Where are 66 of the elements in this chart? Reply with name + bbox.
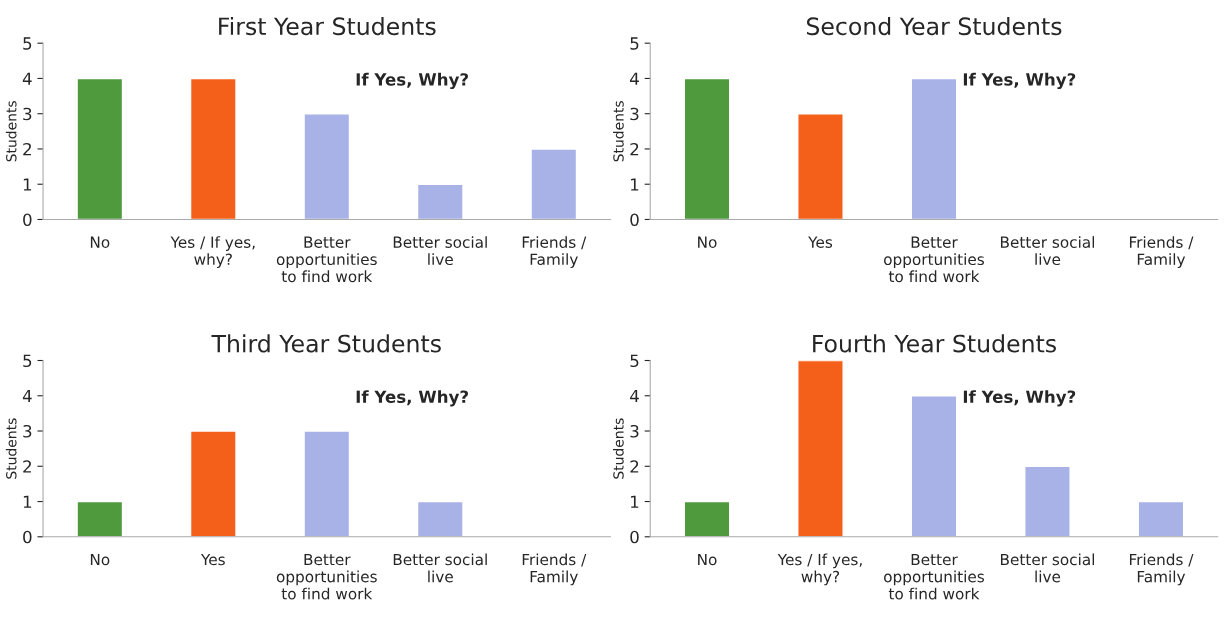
y-axis-title: Students (613, 101, 624, 162)
y-tick-label: 2 (630, 460, 639, 473)
x-tick-label: Better opportunities to find work (276, 236, 377, 283)
x-tick-label: Better social live (1000, 236, 1095, 266)
bar (303, 113, 351, 220)
y-tick-label: 3 (630, 424, 639, 438)
y-tick-label: 1 (23, 178, 32, 191)
x-tick-label: Better opportunities to find work (276, 553, 377, 600)
bar (530, 148, 578, 220)
chart-title: Third Year Students (211, 334, 441, 353)
y-tick-label: 1 (631, 178, 639, 191)
x-tick-label: No (698, 553, 717, 566)
y-tick-label: 4 (22, 72, 32, 85)
x-tick-label: Better social live (393, 236, 487, 266)
annotation: If Yes, Why? (963, 72, 1076, 90)
annotation: If Yes, Why? (963, 390, 1076, 407)
x-tick-label: Friends / Family (522, 236, 587, 269)
chart-title: Second Year Students (806, 16, 1062, 36)
x-tick-label: Yes / If yes, why? (777, 553, 862, 586)
y-tick-label: 3 (23, 424, 32, 438)
y-tick-label: 2 (630, 142, 639, 156)
y-tick-label: 5 (23, 37, 32, 50)
x-tick-label: Yes / If yes, why? (170, 236, 255, 269)
y-tick-label: 3 (23, 107, 32, 121)
y-axis-title: Students (5, 101, 17, 162)
y-tick-label: 0 (23, 213, 32, 227)
bar (76, 77, 124, 220)
y-tick-label: 1 (23, 495, 32, 508)
x-tick-label: No (90, 236, 110, 248)
y-tick-label: 2 (23, 142, 31, 156)
bar (189, 77, 237, 220)
y-tick-label: 0 (630, 530, 639, 544)
x-tick-label: No (698, 236, 717, 248)
x-tick-label: Better social live (393, 553, 487, 583)
y-axis-title: Students (613, 418, 624, 479)
x-tick-label: Friends / Family (522, 553, 587, 586)
x-tick-label: Better social live (1000, 553, 1095, 583)
y-tick-label: 0 (630, 213, 639, 227)
x-tick-label: Yes (200, 553, 225, 566)
y-axis-title: Students (5, 418, 17, 479)
y-tick-label: 5 (23, 354, 32, 368)
bar (1024, 465, 1071, 537)
x-tick-label: Better opportunities to find work (884, 553, 985, 600)
x-tick-label: No (90, 553, 110, 566)
annotation: If Yes, Why? (356, 72, 469, 90)
bar (797, 360, 844, 537)
y-tick-label: 5 (630, 37, 639, 50)
x-tick-label: Yes (808, 236, 833, 248)
chart-title: Fourth Year Students (813, 334, 1056, 353)
y-tick-label: 0 (23, 530, 32, 544)
y-tick-label: 1 (631, 495, 639, 508)
x-tick-label: Friends / Family (1129, 236, 1194, 269)
bar (1137, 500, 1185, 537)
y-tick-label: 4 (630, 389, 639, 403)
y-tick-label: 5 (630, 354, 639, 368)
y-tick-label: 3 (630, 107, 639, 121)
x-tick-label: Friends / Family (1129, 553, 1194, 586)
x-tick-label: Better opportunities to find work (884, 236, 985, 283)
bar (416, 183, 464, 220)
y-tick-label: 4 (22, 389, 32, 403)
annotation: If Yes, Why? (356, 390, 469, 407)
bar (910, 395, 958, 537)
y-tick-label: 4 (630, 72, 639, 85)
chart-title: First Year Students (219, 16, 436, 36)
bar (683, 500, 731, 537)
y-tick-label: 2 (23, 460, 31, 473)
